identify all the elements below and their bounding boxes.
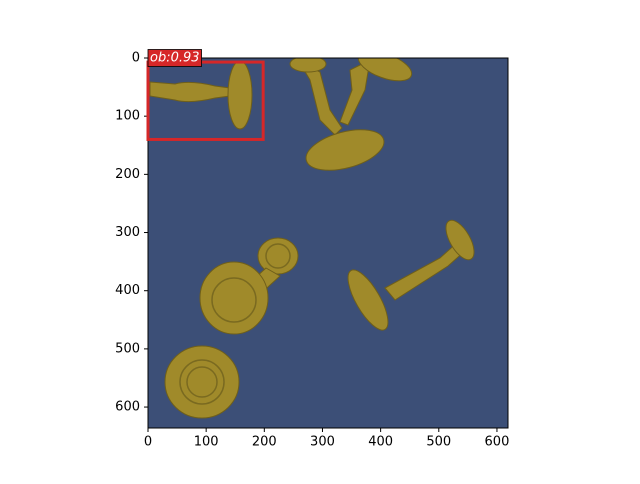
y-tick-label: 200	[115, 167, 140, 182]
y-tick-label: 600	[115, 400, 140, 415]
y-tick-label: 0	[132, 51, 140, 66]
box-label: ob:0.93	[150, 51, 200, 66]
y-tick-label: 500	[115, 341, 140, 356]
x-tick-label: 500	[426, 435, 451, 450]
x-tick-label: 0	[144, 435, 152, 450]
x-tick-label: 300	[310, 435, 335, 450]
y-tick-label: 300	[115, 225, 140, 240]
x-tick-label: 100	[194, 435, 219, 450]
y-tick-label: 100	[115, 109, 140, 124]
x-tick-label: 600	[485, 435, 510, 450]
image	[148, 58, 508, 428]
x-tick-label: 400	[368, 435, 393, 450]
bounding-box	[146, 60, 265, 141]
y-tick-label: 400	[115, 283, 140, 298]
box-label-bg	[147, 49, 202, 67]
x-tick-label: 200	[252, 435, 277, 450]
axes-frame	[147, 57, 509, 429]
